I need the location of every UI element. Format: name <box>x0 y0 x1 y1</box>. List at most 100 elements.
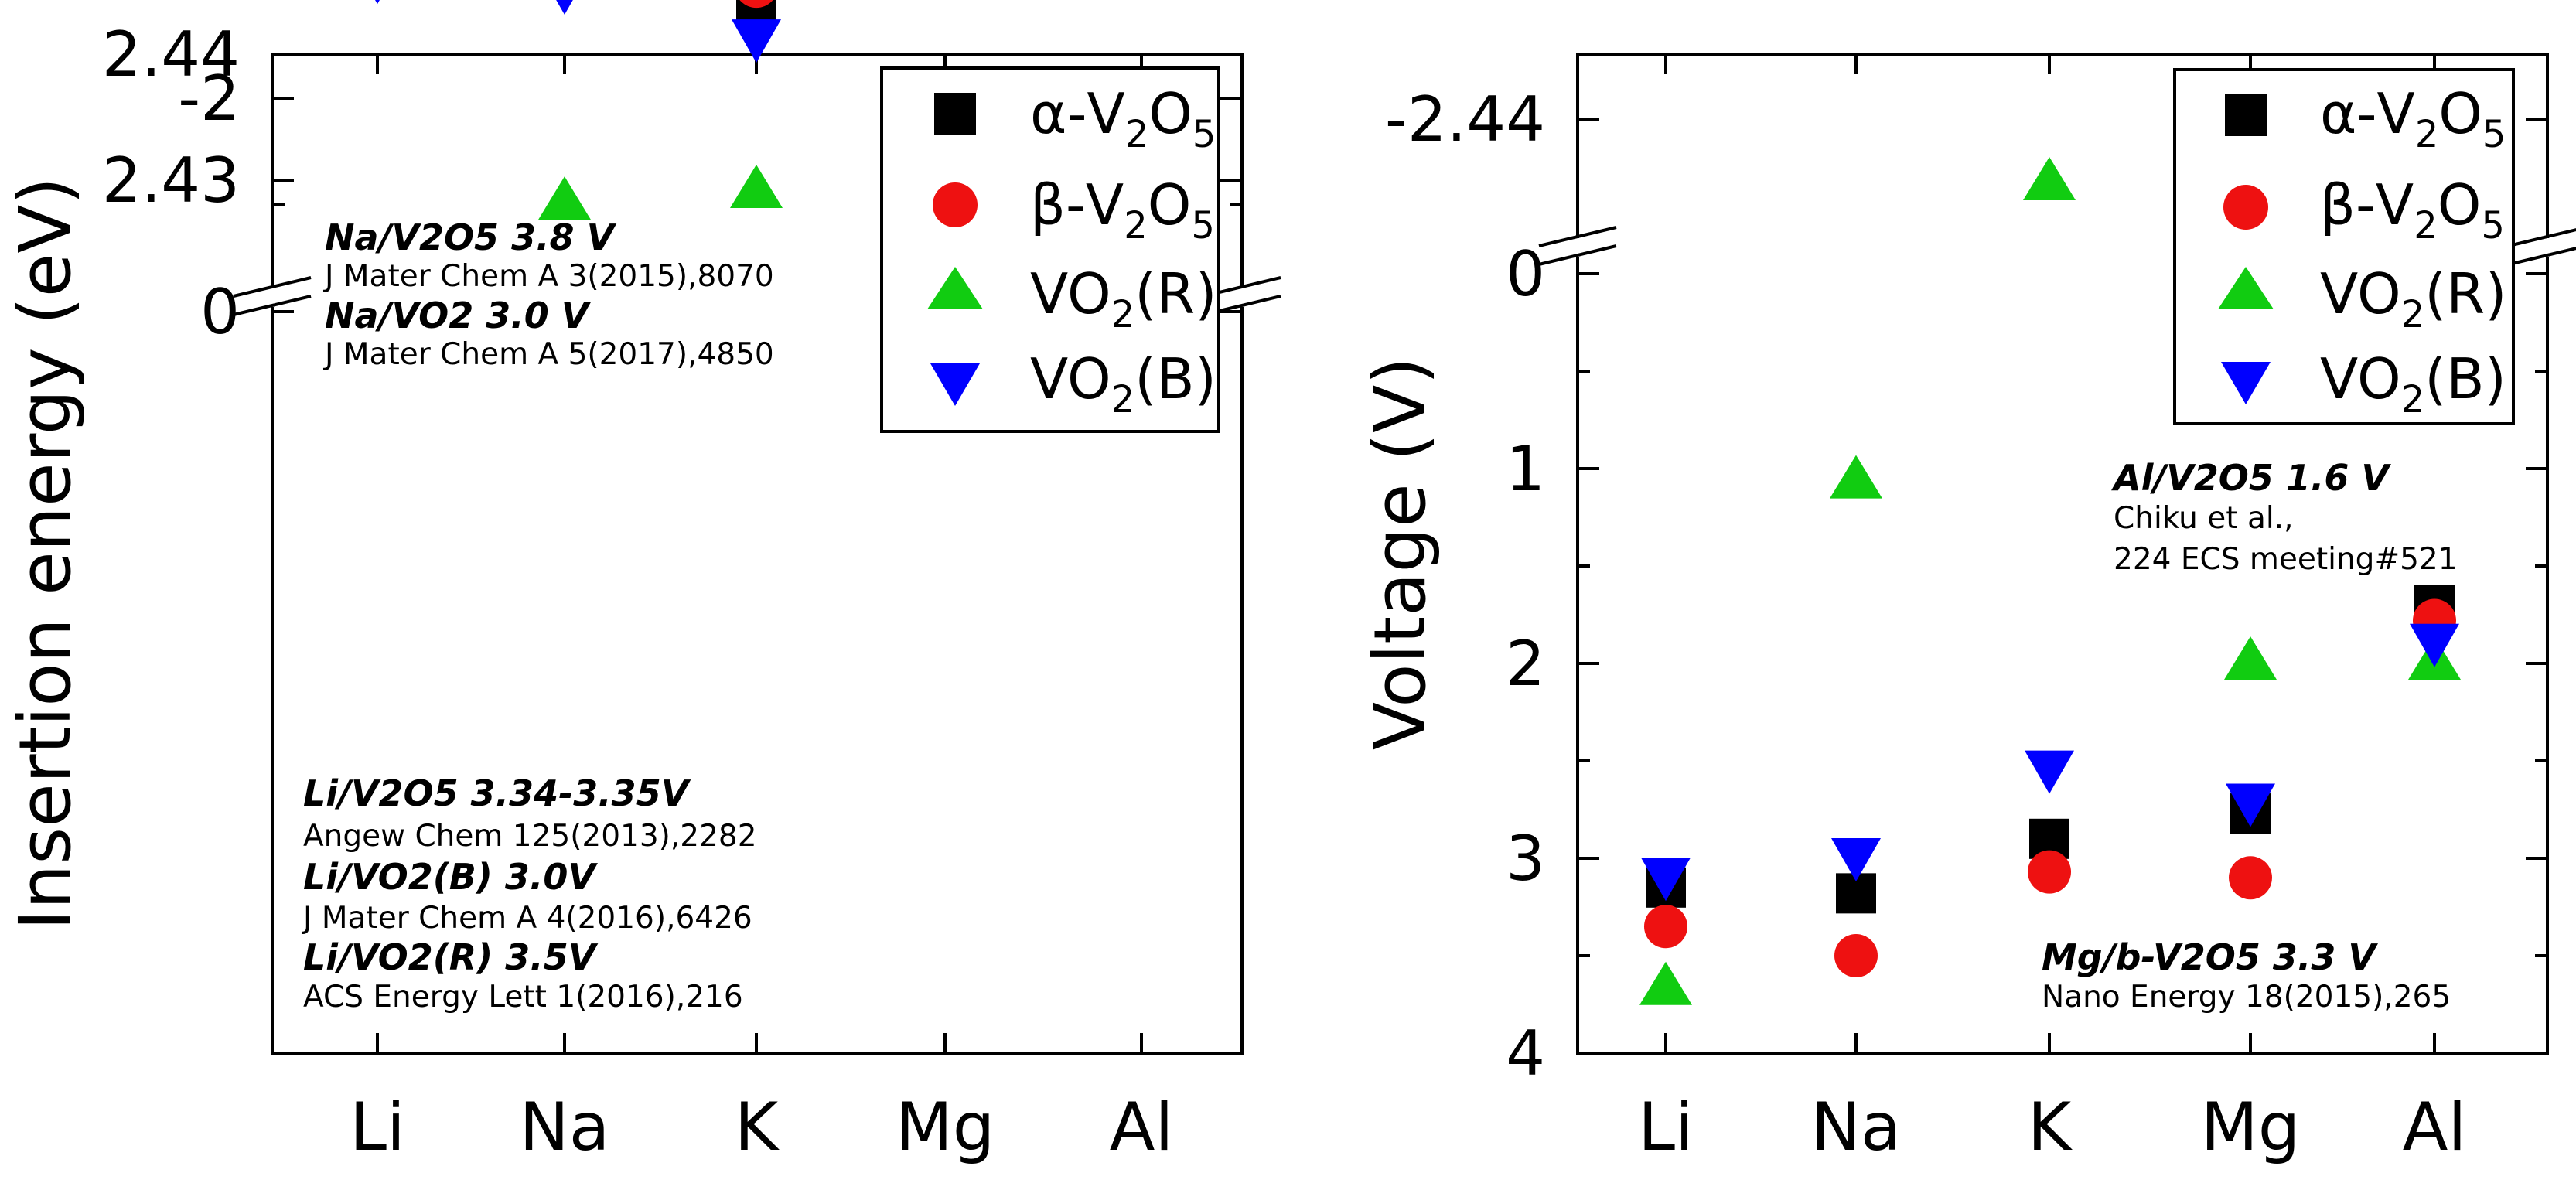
y-axis-title: Voltage (V) <box>1359 356 1442 750</box>
annotation-mg-bv2o5: Mg/b-V2O5 3.3 V <box>2042 936 2378 978</box>
legend-text-sub: 2 <box>2414 204 2438 247</box>
legend-text-mid: O <box>1148 172 1192 237</box>
y-tick-label: -2 <box>178 63 240 135</box>
x-tick-label-al: Al <box>1110 1089 1174 1166</box>
legend: α-V2O5 β-V2O5 VO2(R) VO2(B) <box>2173 68 2515 425</box>
legend-text-sub: 2 <box>1111 378 1135 421</box>
y-ticks: 0 1 2 3 4 -2.44 <box>1385 84 2547 1089</box>
voltage-panel: 0 1 2 3 4 -2.44 Li Na K Mg Al Voltage (V) Al/V2O5… <box>1359 53 2576 1166</box>
legend-text-mid: (R) <box>1134 261 1216 326</box>
legend-text-sub: 5 <box>1191 204 1215 247</box>
legend-text-mid: (B) <box>2424 346 2506 411</box>
data-points <box>375 0 783 220</box>
point-vo2-r-k <box>2023 157 2076 200</box>
point-vo2-r-na <box>538 176 591 220</box>
point-vo2-b-al <box>2410 623 2459 667</box>
legend-text-mid: O <box>2438 81 2482 146</box>
annotation-al-v2o5-ref1: Chiku et al., <box>2114 501 2294 536</box>
annotation-li-v2o5: Li/V2O5 3.34-3.35V <box>303 772 691 814</box>
legend-text-sub: 5 <box>1192 113 1216 156</box>
x-tick-label-k: K <box>2028 1089 2073 1166</box>
legend-text-sub: 2 <box>2401 378 2425 421</box>
point-beta-v2o5-mg <box>2229 856 2272 900</box>
legend-label-vo2r: VO2(R) <box>2320 261 2506 336</box>
axis-break-slash <box>1538 226 1617 247</box>
y-tick-label: 0 <box>1506 238 1545 310</box>
point-vo2-r-k <box>730 165 783 208</box>
y-tick-label: -2.44 <box>1385 84 1545 155</box>
point-vo2-b-k <box>732 19 781 63</box>
annotation-na-v2o5: Na/V2O5 3.8 V <box>325 217 617 258</box>
legend-text-sub: 5 <box>2481 204 2505 247</box>
legend-label-alpha-v2o5: α-V2O5 <box>2320 81 2506 156</box>
point-vo2-b-na <box>556 0 573 15</box>
y-tick-label: 2.44 <box>102 19 240 90</box>
y-tick-label: 2 <box>1506 628 1545 700</box>
legend-text-sub: 2 <box>1111 293 1135 336</box>
legend-text-pre: β-V <box>2320 172 2414 237</box>
annotation-na-v2o5-ref: J Mater Chem A 3(2015),8070 <box>322 259 774 294</box>
legend-text-mid: (B) <box>1134 346 1216 411</box>
legend-text-pre: VO <box>2320 261 2401 326</box>
legend-label-vo2r: VO2(R) <box>1030 261 1216 336</box>
legend-marker-vo2r <box>927 267 983 309</box>
legend-text-pre: α-V <box>1030 81 1125 146</box>
point-vo2-r-mg <box>2224 636 2277 680</box>
axis-break-slash <box>2508 228 2576 247</box>
point-beta-v2o5-k <box>2028 850 2071 894</box>
y-axis-title: Insertion energy (eV) <box>4 177 87 930</box>
annotation-al-v2o5: Al/V2O5 1.6 V <box>2111 457 2391 499</box>
legend-marker-beta-v2o5 <box>2223 185 2268 230</box>
point-vo2-b-mg <box>2226 783 2275 827</box>
legend-marker-alpha-v2o5 <box>934 93 976 135</box>
y-tick-label: 0 <box>200 276 240 348</box>
x-tick-label-li: Li <box>1638 1089 1694 1166</box>
point-beta-v2o5-k <box>739 0 773 9</box>
legend-label-vo2b: VO2(B) <box>2320 346 2506 421</box>
legend-text-pre: β-V <box>1030 172 1124 237</box>
annotation-li-v2o5-ref: Angew Chem 125(2013),2282 <box>303 819 757 854</box>
legend-text-pre: α-V <box>2320 81 2415 146</box>
point-vo2-r-na <box>1830 455 1882 499</box>
legend-marker-vo2b <box>2221 362 2271 404</box>
annotation-li-vo2b-ref: J Mater Chem A 4(2016),6426 <box>301 901 752 936</box>
legend-text-mid: O <box>2438 172 2482 237</box>
annotation-al-v2o5-ref2: 224 ECS meeting#521 <box>2114 542 2458 577</box>
annotation-li-vo2r-ref: ACS Energy Lett 1(2016),216 <box>303 980 743 1014</box>
annotations: Na/V2O5 3.8 V J Mater Chem A 3(2015),807… <box>301 217 774 1014</box>
point-vo2-b-k <box>2025 750 2074 794</box>
legend-label-beta-v2o5: β-V2O5 <box>2320 172 2505 247</box>
y-tick-label: 2.43 <box>102 145 240 217</box>
axis-break-slash <box>1538 244 1617 266</box>
legend-text-pre: VO <box>2320 346 2401 411</box>
legend-marker-beta-v2o5 <box>933 182 978 227</box>
legend: α-V2O5 β-V2O5 VO2(R) VO2(B) <box>880 66 1220 433</box>
legend-text-sub: 2 <box>2401 293 2425 336</box>
annotations: Al/V2O5 1.6 V Chiku et al., 224 ECS meet… <box>2042 457 2458 1014</box>
y-tick-label: 3 <box>1506 823 1545 895</box>
x-tick-label-na: Na <box>519 1089 609 1166</box>
legend-label-alpha-v2o5: α-V2O5 <box>1030 81 1216 156</box>
annotation-mg-bv2o5-ref: Nano Energy 18(2015),265 <box>2042 980 2451 1014</box>
legend-label-vo2b: VO2(B) <box>1030 346 1216 421</box>
point-vo2-b-li <box>1641 858 1691 902</box>
point-vo2-r-li <box>1639 961 1692 1005</box>
legend-text-sub: 5 <box>2482 113 2506 156</box>
axis-break-slash <box>233 295 312 316</box>
data-points <box>1639 157 2461 1005</box>
axis-break <box>1538 226 2576 266</box>
axis-break-slash <box>233 276 312 298</box>
x-tick-label-li: Li <box>350 1089 405 1166</box>
plot-frame <box>1576 53 2549 1055</box>
legend-text-sub: 2 <box>1124 204 1148 247</box>
legend-text-pre: VO <box>1030 261 1111 326</box>
x-tick-label-mg: Mg <box>896 1089 995 1166</box>
x-ticks: Li Na K Mg Al <box>350 54 1173 1166</box>
annotation-na-vo2-ref: J Mater Chem A 5(2017),4850 <box>322 337 774 372</box>
point-beta-v2o5-li <box>1644 905 1687 949</box>
legend-text-mid: (R) <box>2424 261 2506 326</box>
legend-text-sub: 2 <box>1125 113 1149 156</box>
legend-marker-vo2r <box>2218 267 2274 309</box>
